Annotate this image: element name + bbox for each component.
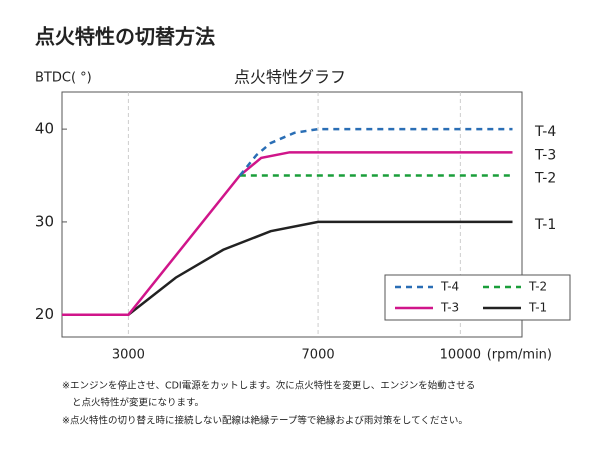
note: ※エンジンを停止させ、CDI電源をカットします。次に点火特性を変更し、エンジンを…: [62, 380, 475, 392]
y-tick-label: 30: [35, 212, 54, 230]
x-tick-label: 10000: [440, 348, 481, 363]
series-line: [238, 127, 513, 177]
series-end-label: T-4: [534, 124, 556, 140]
plot-frame: [61, 91, 523, 338]
heading: 点火特性の切替方法: [35, 25, 215, 49]
x-tick-label: 3000: [112, 348, 145, 363]
note: と点火特性が変更になります。: [72, 397, 204, 409]
legend-label: T-4: [440, 280, 459, 294]
series-line: [62, 151, 513, 316]
legend-label: T-2: [528, 280, 547, 294]
y-tick-label: 20: [35, 305, 54, 323]
y-tick-label: 40: [35, 120, 54, 138]
legend-label: T-3: [440, 301, 459, 315]
series-end-label: T-1: [534, 217, 556, 233]
note: ※点火特性の切り替え時に接続しない配線は絶縁テープ等で絶縁および雨対策をしてくだ…: [62, 415, 468, 427]
x-axis-label: (rpm/min): [487, 348, 552, 363]
series-end-label: T-3: [534, 147, 556, 163]
y-axis-label: BTDC( °): [35, 71, 92, 86]
x-tick-label: 7000: [302, 348, 335, 363]
series-end-label: T-2: [534, 171, 556, 187]
legend-box: [384, 274, 571, 321]
legend-label: T-1: [528, 301, 547, 315]
chart-title: 点火特性グラフ: [234, 68, 346, 87]
